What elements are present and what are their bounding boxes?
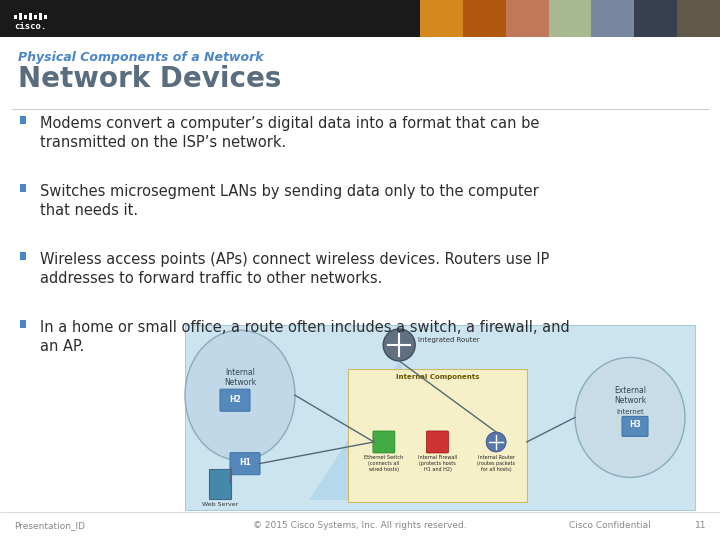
FancyBboxPatch shape xyxy=(44,15,47,18)
Text: In a home or small office, a route often includes a switch, a firewall, and
an A: In a home or small office, a route often… xyxy=(40,320,570,354)
Text: Network Devices: Network Devices xyxy=(18,65,282,93)
FancyBboxPatch shape xyxy=(622,416,648,436)
FancyBboxPatch shape xyxy=(20,252,26,260)
Text: H3: H3 xyxy=(629,420,641,429)
Ellipse shape xyxy=(185,330,295,460)
Text: Web Server: Web Server xyxy=(202,502,238,507)
FancyBboxPatch shape xyxy=(634,0,677,37)
Circle shape xyxy=(486,432,506,452)
Text: cisco.: cisco. xyxy=(14,22,46,31)
Text: External
Network: External Network xyxy=(614,386,646,405)
FancyBboxPatch shape xyxy=(209,469,231,499)
Text: H1: H1 xyxy=(239,458,251,467)
Text: Cisco Confidential: Cisco Confidential xyxy=(569,522,651,530)
FancyBboxPatch shape xyxy=(549,0,591,37)
Text: H2: H2 xyxy=(229,395,241,404)
Text: 11: 11 xyxy=(695,522,706,530)
Ellipse shape xyxy=(575,357,685,477)
Text: Internal Components: Internal Components xyxy=(396,374,480,380)
Text: Switches microsegment LANs by sending data only to the computer
that needs it.: Switches microsegment LANs by sending da… xyxy=(40,184,539,218)
Text: Internal
Network: Internal Network xyxy=(224,368,256,387)
FancyBboxPatch shape xyxy=(0,37,720,512)
Text: Internal Router
(routes packets
for all hosts): Internal Router (routes packets for all … xyxy=(477,455,515,471)
FancyBboxPatch shape xyxy=(34,15,37,18)
FancyBboxPatch shape xyxy=(463,0,505,37)
Text: Integrated Router: Integrated Router xyxy=(418,337,480,343)
FancyBboxPatch shape xyxy=(426,431,449,453)
FancyBboxPatch shape xyxy=(420,0,463,37)
FancyBboxPatch shape xyxy=(20,116,26,124)
FancyBboxPatch shape xyxy=(39,13,42,20)
Text: Presentation_ID: Presentation_ID xyxy=(14,522,85,530)
FancyBboxPatch shape xyxy=(0,512,720,540)
Text: Wireless access points (APs) connect wireless devices. Routers use IP
addresses : Wireless access points (APs) connect wir… xyxy=(40,252,549,286)
Text: © 2015 Cisco Systems, Inc. All rights reserved.: © 2015 Cisco Systems, Inc. All rights re… xyxy=(253,522,467,530)
FancyBboxPatch shape xyxy=(348,369,527,502)
Text: Internal Firewall
(protects hosts
H1 and H2): Internal Firewall (protects hosts H1 and… xyxy=(418,455,457,471)
FancyBboxPatch shape xyxy=(24,15,27,18)
Polygon shape xyxy=(309,361,459,500)
FancyBboxPatch shape xyxy=(591,0,634,37)
FancyBboxPatch shape xyxy=(220,389,250,411)
Text: Internet: Internet xyxy=(616,409,644,415)
FancyBboxPatch shape xyxy=(230,453,260,475)
Text: Modems convert a computer’s digital data into a format that can be
transmitted o: Modems convert a computer’s digital data… xyxy=(40,116,539,150)
FancyBboxPatch shape xyxy=(0,0,720,37)
Text: Physical Components of a Network: Physical Components of a Network xyxy=(18,51,264,64)
FancyBboxPatch shape xyxy=(19,13,22,20)
FancyBboxPatch shape xyxy=(20,184,26,192)
FancyBboxPatch shape xyxy=(677,0,720,37)
FancyBboxPatch shape xyxy=(14,15,17,18)
FancyBboxPatch shape xyxy=(185,325,695,510)
FancyBboxPatch shape xyxy=(505,0,549,37)
FancyBboxPatch shape xyxy=(29,13,32,20)
Text: Ethernet Switch
(connects all
wired hosts): Ethernet Switch (connects all wired host… xyxy=(364,455,403,471)
Circle shape xyxy=(383,329,415,361)
FancyBboxPatch shape xyxy=(373,431,395,453)
FancyBboxPatch shape xyxy=(20,320,26,328)
